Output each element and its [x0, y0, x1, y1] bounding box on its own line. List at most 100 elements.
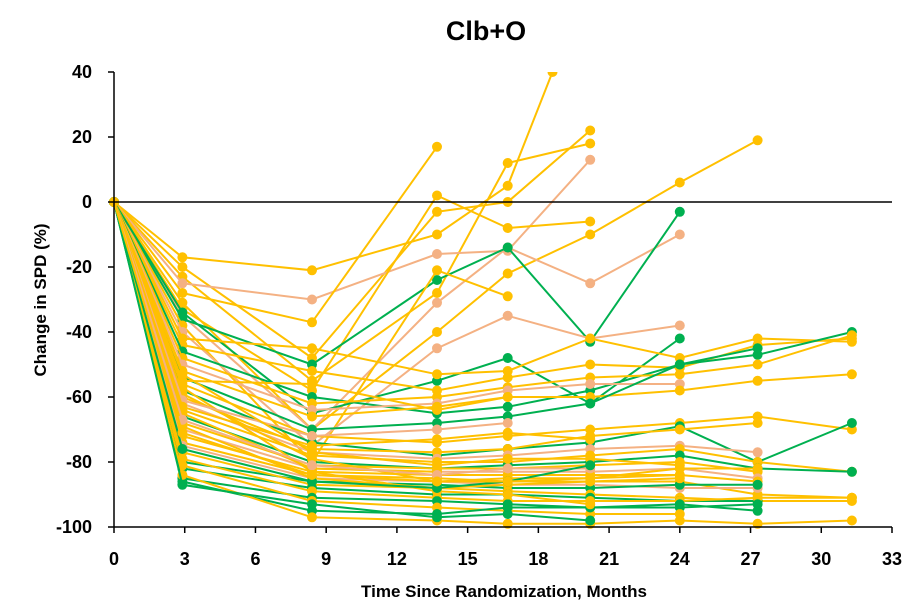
data-point — [674, 515, 685, 526]
x-tick-label: 27 — [741, 549, 761, 569]
y-tick-label: -100 — [56, 517, 92, 537]
data-point — [177, 278, 188, 289]
data-point — [585, 398, 596, 409]
x-tick-label: 0 — [109, 549, 119, 569]
y-axis-label: Change in SPD (%) — [31, 223, 50, 376]
series-line — [113, 201, 758, 473]
series-line — [113, 201, 680, 490]
series-line — [113, 201, 591, 490]
data-point — [502, 418, 513, 428]
data-point — [432, 265, 442, 276]
data-point — [307, 379, 317, 389]
series-line — [113, 201, 591, 447]
data-point — [502, 509, 513, 519]
series-line — [113, 201, 758, 489]
data-point — [432, 229, 442, 240]
data-point — [585, 434, 596, 445]
data-point — [307, 366, 317, 376]
data-point — [585, 499, 596, 510]
series-line — [113, 142, 591, 383]
data-point — [432, 476, 442, 487]
series-line — [113, 201, 591, 506]
data-point — [585, 359, 596, 370]
y-tick-label: 20 — [72, 127, 92, 147]
data-point — [432, 512, 442, 523]
data-point — [585, 379, 596, 389]
y-tick-label: 40 — [72, 62, 92, 82]
data-point — [432, 434, 442, 445]
data-point — [846, 369, 857, 380]
data-point — [307, 470, 317, 480]
data-point — [307, 512, 317, 523]
data-point — [432, 275, 442, 285]
y-tick-label: -80 — [66, 452, 92, 472]
data-point — [177, 307, 188, 318]
x-tick-label: 24 — [670, 549, 690, 569]
series-line — [113, 201, 758, 460]
data-point — [674, 320, 685, 331]
data-point — [177, 479, 188, 490]
data-point — [502, 223, 513, 233]
data-point — [502, 489, 513, 500]
series-line — [113, 201, 852, 418]
x-tick-label: 6 — [250, 549, 260, 569]
data-point — [307, 317, 317, 328]
data-point — [585, 229, 596, 240]
series-18 — [109, 197, 857, 422]
data-point — [674, 206, 685, 217]
data-point — [502, 453, 513, 464]
series-line — [113, 159, 591, 301]
data-point — [432, 249, 442, 259]
data-point — [674, 229, 685, 240]
data-point — [177, 427, 188, 438]
data-point — [585, 515, 596, 526]
series-line — [113, 194, 591, 392]
data-point — [752, 505, 763, 516]
series-line — [113, 201, 591, 522]
x-axis-label: Time Since Randomization, Months — [361, 582, 647, 601]
data-point — [502, 310, 513, 321]
chart-title: Clb+O — [446, 16, 526, 46]
axis-layer: 40 20 0 -20 -40 -60 -80 -100 0 3 6 9 12 15 18 21 24 27 30 3… — [56, 62, 902, 569]
x-tick-label: 33 — [882, 549, 902, 569]
data-point — [307, 499, 317, 510]
data-point — [502, 291, 513, 302]
series-line — [113, 72, 554, 272]
series-line — [113, 201, 853, 464]
y-tick-label: -20 — [66, 257, 92, 277]
x-tick-label: 18 — [528, 549, 548, 569]
series-line — [113, 129, 591, 360]
data-point — [432, 424, 442, 435]
data-point — [432, 460, 442, 471]
data-point — [752, 447, 763, 458]
x-tick-label: 9 — [321, 549, 331, 569]
series-line — [113, 201, 758, 483]
data-point — [432, 405, 442, 415]
series-4 — [109, 154, 596, 305]
data-point — [177, 262, 188, 272]
data-point — [502, 463, 513, 474]
data-point — [674, 499, 685, 510]
data-point — [502, 427, 513, 438]
data-point — [307, 294, 317, 305]
data-point — [674, 463, 685, 474]
data-point — [674, 385, 685, 396]
data-point — [307, 411, 317, 422]
data-point — [585, 473, 596, 484]
data-point — [585, 216, 596, 227]
x-tick-label: 3 — [180, 549, 190, 569]
data-point — [177, 444, 188, 454]
series-7 — [109, 190, 596, 396]
x-tick-label: 12 — [387, 549, 407, 569]
data-point — [307, 265, 317, 276]
series-line — [113, 146, 438, 324]
data-point — [502, 372, 513, 383]
data-point — [585, 278, 596, 289]
data-point — [502, 158, 513, 168]
series-41 — [109, 197, 685, 487]
series-46 — [109, 197, 513, 415]
x-tick-label: 21 — [599, 549, 619, 569]
y-tick-label: -60 — [66, 387, 92, 407]
